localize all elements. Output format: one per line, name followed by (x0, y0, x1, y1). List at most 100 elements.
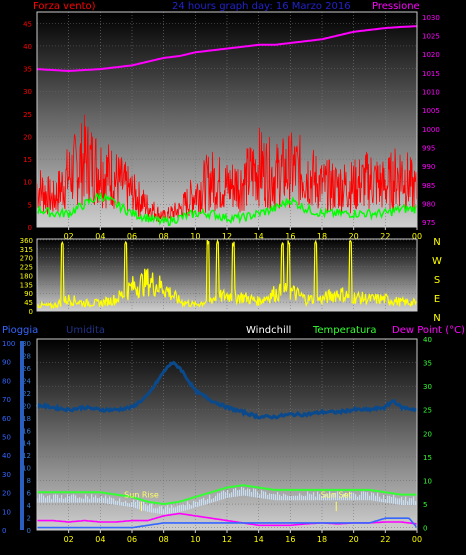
direction-tick-label: 45 (24, 299, 33, 307)
windchill-bar (341, 496, 343, 501)
windchill-bar (375, 495, 377, 502)
windchill-bar (397, 498, 399, 505)
windchill-bar (181, 504, 183, 512)
x-tick-label: 20 (349, 232, 359, 241)
x-tick-label: 10 (190, 535, 200, 544)
x-tick-label: 18 (317, 535, 327, 544)
windchill-bar (351, 492, 353, 501)
wind-tick-label: 5 (28, 201, 32, 209)
windchill-bar (327, 493, 329, 501)
windchill-bar (83, 498, 85, 503)
rain-tick-label: 40 (2, 452, 11, 460)
windchill-bar (87, 496, 89, 503)
direction-tick-label: 135 (20, 281, 33, 289)
windchill-bar (331, 494, 333, 501)
x-tick-label: 02 (64, 232, 74, 241)
windchill-bar (391, 497, 393, 504)
windchill-bar (199, 499, 201, 507)
windchill-bar (133, 499, 135, 508)
wind-tick-label: 0 (28, 224, 32, 232)
compass-label: W (432, 256, 442, 267)
rain-tick-label: 100 (2, 340, 15, 348)
windchill-bar (253, 488, 255, 498)
windchill-bar (285, 494, 287, 501)
humidity-tick-label: 18 (22, 415, 31, 423)
windchill-bar (91, 494, 93, 503)
temperature-tick-label: 30 (423, 383, 432, 391)
direction-tick-label: 90 (24, 290, 33, 298)
x-tick-label: 10 (190, 232, 200, 241)
windchill-bar (393, 494, 395, 504)
windchill-bar (205, 500, 207, 505)
windchill-bar (245, 489, 247, 496)
windchill-bar (303, 496, 305, 501)
rain-line (37, 517, 418, 529)
pressure-tick-label: 1030 (422, 14, 440, 22)
windchill-bar (295, 495, 297, 501)
humidity-axis-title: Umidita (66, 325, 105, 336)
windchill-bar (61, 495, 63, 503)
windchill-bar (55, 494, 57, 503)
windchill-bar (49, 495, 51, 503)
windchill-bar (165, 506, 167, 515)
wind-average-line (36, 192, 418, 227)
windchill-bar (279, 494, 281, 501)
x-tick-label: 08 (159, 232, 169, 241)
windchill-bar (309, 493, 311, 501)
windchill-bar (311, 494, 313, 501)
humidity-tick-label: 30 (22, 340, 31, 348)
windchill-bar (411, 498, 413, 505)
wind-tick-label: 40 (23, 43, 32, 51)
windchill-bar (389, 495, 391, 504)
windchill-bar (355, 494, 357, 501)
wind-axis-title: Forza vento) (33, 1, 96, 12)
temperature-legend: Temperatura (312, 325, 377, 336)
windchill-bar (69, 496, 71, 503)
direction-tick-label: 0 (29, 308, 33, 316)
humidity-tick-label: 14 (22, 440, 31, 448)
wind-pressure-panel: 02 04 06 08 10 12 14 16 18 20 22 000510152025303540… (23, 11, 440, 241)
windchill-bar (73, 494, 75, 503)
windchill-bar (137, 500, 139, 509)
temperature-humidity-panel: Sun Rise Sun Set 02 04 06 08 10 12 14 16 18 20 22 00… (2, 336, 432, 544)
windchill-bar (281, 496, 283, 501)
x-tick-label: 12 (222, 232, 232, 241)
windchill-bar (247, 488, 249, 497)
windchill-bar (409, 498, 411, 505)
rain-tick-label: 0 (2, 527, 6, 535)
pressure-tick-label: 985 (422, 182, 435, 190)
x-tick-label: 00 (412, 232, 422, 241)
windchill-bar (263, 491, 265, 499)
rain-tick-label: 70 (2, 396, 11, 404)
windchill-bar (347, 493, 349, 501)
windchill-bar (413, 496, 415, 505)
temperature-tick-label: 15 (423, 454, 432, 462)
temperature-tick-label: 0 (423, 525, 427, 533)
windchill-bar (369, 495, 371, 501)
windchill-bar (221, 491, 223, 500)
pressure-tick-label: 1000 (422, 126, 440, 134)
windchill-bar (169, 507, 171, 514)
windchill-bar (95, 495, 97, 503)
windchill-bar (321, 495, 323, 501)
x-tick-label: 06 (127, 535, 137, 544)
windchill-bar (365, 492, 367, 501)
windchill-bar (223, 490, 225, 500)
pressure-tick-label: 995 (422, 144, 435, 152)
pressure-tick-label: 1025 (422, 33, 440, 41)
pressure-tick-label: 990 (422, 163, 435, 171)
x-tick-label: 02 (64, 535, 74, 544)
windchill-bar (415, 501, 417, 505)
direction-tick-label: 225 (20, 264, 33, 272)
windchill-bar (297, 495, 299, 501)
windchill-bar (51, 499, 53, 503)
windchill-bar (167, 505, 169, 514)
rain-tick-label: 90 (2, 359, 11, 367)
windchill-bar (377, 492, 379, 502)
rain-tick-label: 30 (2, 471, 11, 479)
x-tick-label: 18 (317, 232, 327, 241)
windchill-bar (47, 495, 49, 503)
compass-label: E (434, 294, 440, 305)
windchill-bar (41, 493, 43, 503)
